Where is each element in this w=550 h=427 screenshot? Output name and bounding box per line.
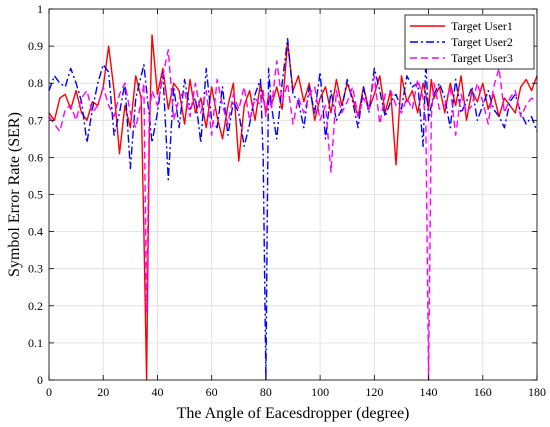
y-tick-label: 0.9	[28, 39, 43, 53]
legend-label-2: Target User2	[451, 35, 513, 49]
y-tick-label: 1	[37, 2, 43, 16]
x-tick-label: 20	[97, 385, 109, 399]
x-tick-label: 100	[311, 385, 329, 399]
legend-label-3: Target User3	[451, 51, 513, 65]
y-tick-label: 0.5	[28, 188, 43, 202]
y-axis-label: Symbol Error Rate (SER)	[6, 112, 23, 277]
x-tick-label: 80	[260, 385, 272, 399]
y-tick-label: 0.1	[28, 336, 43, 350]
x-tick-label: 40	[151, 385, 163, 399]
y-tick-label: 0.4	[28, 225, 43, 239]
legend-items: Target User1 Target User2 Target User3	[410, 19, 513, 65]
series-line-2	[48, 37, 538, 381]
y-tick-label: 0.7	[28, 113, 43, 127]
y-tick-label: 0.8	[28, 76, 43, 90]
x-tick-label: 120	[365, 385, 383, 399]
y-tick-label: 0.3	[28, 262, 43, 276]
x-axis-label: The Angle of Eacesdropper (degree)	[177, 405, 410, 422]
x-tick-label: 60	[206, 385, 218, 399]
y-tick-label: 0	[37, 373, 43, 387]
y-tick-label: 0.2	[28, 299, 43, 313]
x-tick-label: 140	[420, 385, 438, 399]
ticks	[48, 8, 538, 381]
legend: Target User1 Target User2 Target User3	[404, 14, 535, 70]
y-tick-label: 0.6	[28, 150, 43, 164]
legend-label-1: Target User1	[451, 19, 513, 33]
series-layer	[48, 34, 538, 381]
x-tick-label: 160	[474, 385, 492, 399]
tick-labels: 0 20 40 60 80 100 120 140 160 180 0 0.1 0.2 0.3 0.4 0.5…	[28, 2, 546, 399]
x-tick-label: 0	[46, 385, 52, 399]
x-tick-label: 180	[528, 385, 546, 399]
